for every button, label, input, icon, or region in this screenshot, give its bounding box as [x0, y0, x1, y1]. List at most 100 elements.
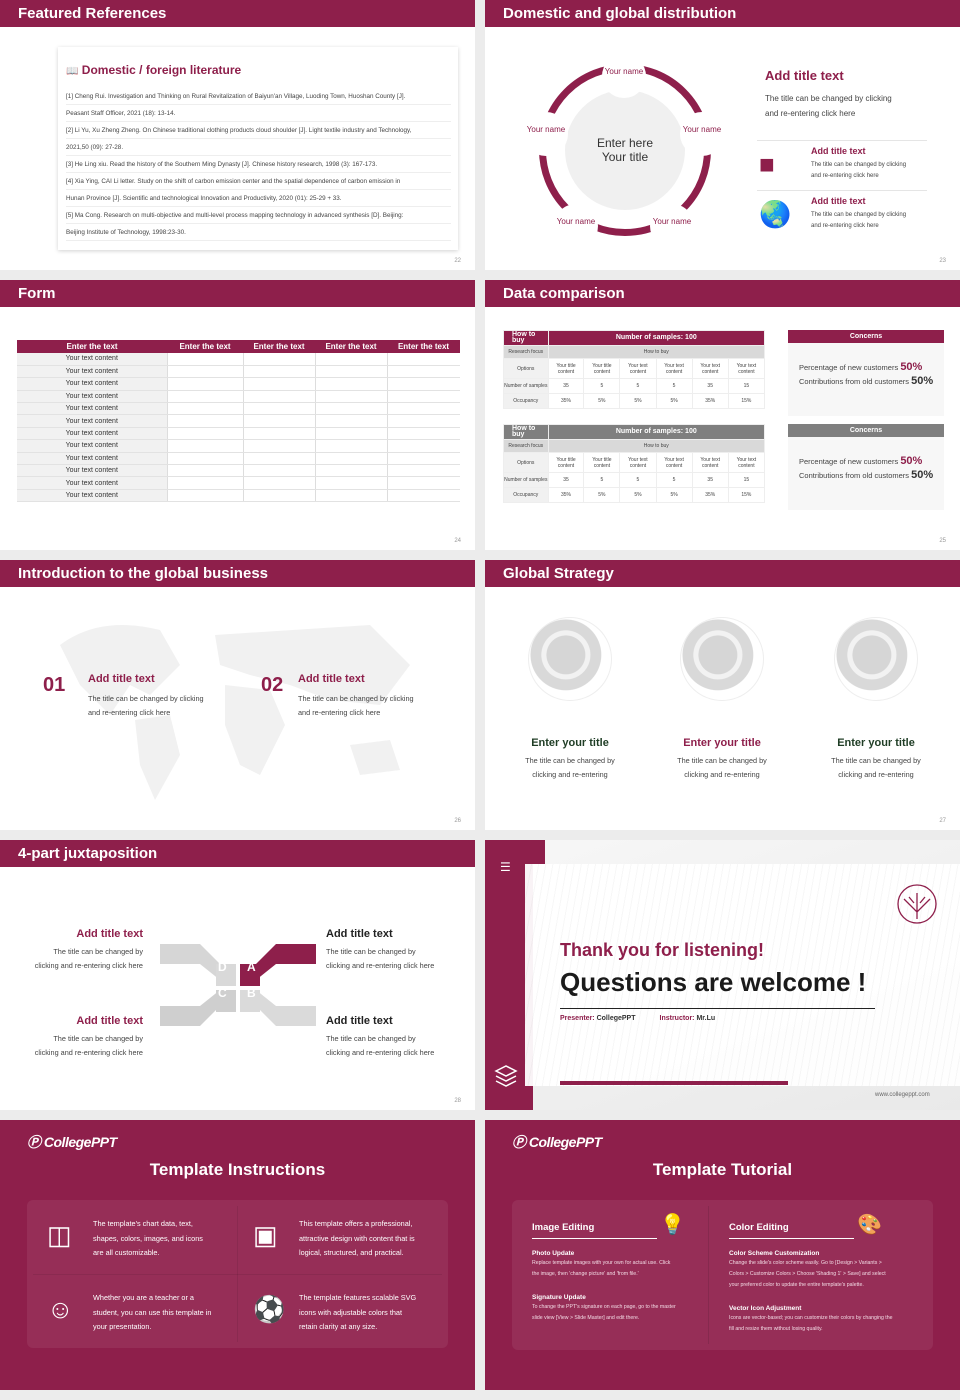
- row-label: Occupancy: [503, 393, 549, 409]
- table-cell[interactable]: [242, 427, 315, 441]
- page-number: 23: [939, 258, 946, 264]
- table-cell: 15: [727, 378, 766, 394]
- cell-text: Whether you are a teacher or a: [93, 1293, 194, 1302]
- name-node: Your name: [680, 112, 724, 156]
- table-cell[interactable]: [242, 414, 315, 428]
- item-desc: clicking and re-entering click here: [34, 1048, 143, 1057]
- table-cell[interactable]: [242, 390, 315, 404]
- table-cell: 5: [655, 472, 693, 488]
- section-heading: Color Scheme Customization: [729, 1250, 820, 1257]
- slides-icon: ◫: [47, 1220, 72, 1250]
- item-title: Enter your title: [837, 737, 915, 749]
- slide-header: 4-part juxtaposition: [0, 840, 475, 867]
- cell-text: logical, structured, and practical.: [299, 1248, 404, 1257]
- table-cell[interactable]: [166, 464, 243, 478]
- center-line: Enter here: [596, 136, 654, 150]
- column-header: Enter the text: [387, 340, 460, 353]
- table-cell[interactable]: [242, 464, 315, 478]
- section-text: Icons are vector-based; you can customiz…: [729, 1315, 893, 1321]
- table-cell[interactable]: [166, 489, 243, 503]
- table-cell[interactable]: [242, 439, 315, 453]
- table-cell[interactable]: [386, 489, 460, 503]
- table-cell[interactable]: [166, 353, 243, 366]
- table-cell[interactable]: [386, 365, 460, 379]
- table-cell[interactable]: [314, 452, 387, 466]
- table-cell[interactable]: [242, 476, 315, 490]
- table-cell[interactable]: [314, 353, 387, 366]
- table-cell[interactable]: [386, 377, 460, 391]
- layers-box-icon: ▣: [253, 1220, 278, 1250]
- item-desc: and re-entering click here: [811, 223, 879, 229]
- table-cell[interactable]: [314, 377, 387, 391]
- table-cell[interactable]: [242, 353, 315, 366]
- table-cell: 35: [691, 378, 729, 394]
- table-cell[interactable]: [166, 452, 243, 466]
- menu-icon[interactable]: ☰: [500, 860, 511, 874]
- comparison-table: How to buy Number of samples: 100 Research…: [503, 330, 766, 409]
- center-title: Enter here Your title: [565, 90, 685, 210]
- table-cell[interactable]: [314, 402, 387, 416]
- questions-text: Questions are welcome !: [560, 967, 867, 997]
- column-header: Enter the text: [17, 340, 167, 353]
- table-cell: 5%: [655, 487, 693, 503]
- table-cell[interactable]: [314, 464, 387, 478]
- reference-line: [3] He Ling xiu. Read the history of the…: [66, 156, 451, 173]
- table-row: Your text content: [17, 365, 460, 379]
- table-cell[interactable]: [166, 427, 243, 441]
- item-desc: The title can be changed by clicking: [811, 212, 907, 218]
- table-cell[interactable]: [386, 452, 460, 466]
- table-cell[interactable]: [242, 365, 315, 379]
- table-cell[interactable]: [242, 377, 315, 391]
- table-cell[interactable]: [314, 476, 387, 490]
- desc-line: and re-entering click here: [765, 109, 856, 118]
- header-cell: How to buy: [503, 330, 549, 346]
- table-cell[interactable]: [314, 365, 387, 379]
- globe-icon: 🌏: [759, 199, 792, 229]
- title-underline: [532, 1238, 657, 1239]
- table-cell[interactable]: [242, 452, 315, 466]
- table-cell[interactable]: [314, 390, 387, 404]
- table-cell: 15: [727, 472, 766, 488]
- table-cell[interactable]: [314, 427, 387, 441]
- table-cell[interactable]: [386, 390, 460, 404]
- table-cell[interactable]: [314, 414, 387, 428]
- table-cell[interactable]: [386, 402, 460, 416]
- website[interactable]: www.collegeppt.com: [875, 1092, 930, 1098]
- item-desc: clicking and re-entering: [532, 770, 608, 779]
- divider: [33, 1274, 442, 1275]
- basketball-icon: ⚽: [253, 1294, 286, 1324]
- table-cell[interactable]: [166, 476, 243, 490]
- slide-title: Global Strategy: [503, 565, 614, 582]
- table-row: Options Your title content Your title cont…: [503, 452, 766, 473]
- table-cell[interactable]: [386, 427, 460, 441]
- table-cell[interactable]: [386, 439, 460, 453]
- table-cell[interactable]: [386, 476, 460, 490]
- table-cell[interactable]: [386, 464, 460, 478]
- instructions-panel: ◫ The template's chart data, text, shapes,…: [27, 1200, 448, 1348]
- column-header: Enter the text: [167, 340, 243, 353]
- table-cell[interactable]: [314, 489, 387, 503]
- table-cell[interactable]: [166, 365, 243, 379]
- table-cell: Your text content: [691, 358, 729, 379]
- new-customers: Percentage of new customers 50%: [799, 455, 944, 467]
- table-row: Your text content: [17, 353, 460, 366]
- table-cell[interactable]: [166, 377, 243, 391]
- table-cell[interactable]: [166, 390, 243, 404]
- title-underline: [729, 1238, 854, 1239]
- table-cell[interactable]: [386, 414, 460, 428]
- table-row: Your text content: [17, 402, 460, 416]
- table-cell[interactable]: [166, 414, 243, 428]
- globe-icon: [528, 617, 612, 701]
- table-cell[interactable]: [242, 489, 315, 503]
- center-line: Your title: [601, 150, 649, 164]
- table-cell[interactable]: [166, 402, 243, 416]
- table-cell[interactable]: [314, 439, 387, 453]
- table-cell[interactable]: [166, 439, 243, 453]
- table-cell[interactable]: [242, 402, 315, 416]
- item-desc: The title can be changed by: [831, 756, 921, 765]
- item-title: Add title text: [326, 1015, 393, 1027]
- name-node: Your name: [554, 204, 598, 248]
- table-cell[interactable]: [386, 353, 460, 366]
- name-node: Your name: [524, 112, 568, 156]
- row-label-cell: Your text content: [17, 476, 167, 490]
